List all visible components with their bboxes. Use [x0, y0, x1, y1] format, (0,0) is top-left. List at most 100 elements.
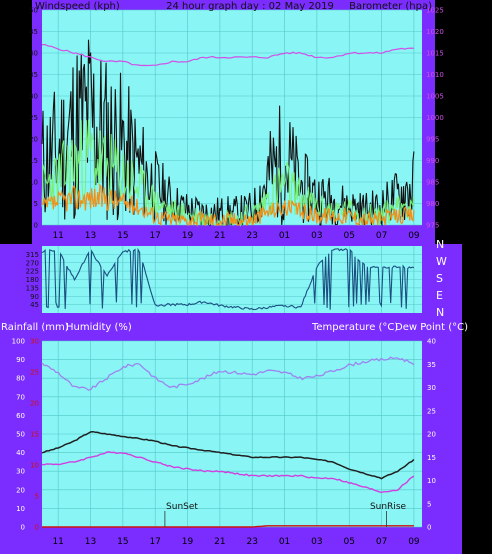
rain-y-tick: 20 [30, 400, 39, 408]
x-tick-label: 23 [246, 231, 257, 241]
rain-y-tick: 30 [30, 338, 39, 346]
pressure-y-tick: 975 [426, 222, 439, 230]
x-tick-label: 13 [85, 537, 96, 547]
x-tick-label: 03 [311, 537, 322, 547]
humidity-y-tick: 100 [12, 338, 25, 346]
pressure-y-tick: 1025 [426, 7, 444, 15]
compass-e: E [436, 289, 443, 302]
humidity-y-tick: 60 [16, 412, 25, 420]
wind-y-tick: 30 [29, 93, 38, 101]
wind-y-tick: 20 [29, 136, 38, 144]
temp-y-tick: 5 [427, 500, 431, 508]
sunset-label: SunSet [166, 502, 198, 512]
x-tick-label: 05 [344, 537, 355, 547]
humidity-y-tick: 90 [16, 356, 25, 364]
graph-title: 24 hour graph day : 02 May 2019 [166, 1, 334, 12]
pressure-y-tick: 1010 [426, 71, 444, 79]
compass-n-top: N [436, 238, 444, 251]
x-tick-label: 19 [182, 537, 194, 547]
humidity-y-tick: 50 [16, 431, 25, 439]
x-tick-label: 17 [149, 231, 160, 241]
wind-y-tick: 25 [29, 114, 38, 122]
pressure-y-tick: 985 [426, 179, 439, 187]
direction-y-tick: 90 [30, 293, 39, 301]
wind-y-tick: 50 [29, 7, 38, 15]
x-tick-label: 15 [117, 537, 128, 547]
x-tick-label: 11 [52, 537, 63, 547]
barometer-axis-title: Barometer (hpa) [349, 1, 432, 12]
windspeed-axis-title: Windspeed (kph) [35, 1, 120, 12]
x-tick-label: 17 [149, 537, 160, 547]
rainfall-axis-title: Rainfall (mm) [1, 322, 69, 333]
humidity-y-tick: 80 [16, 375, 25, 383]
humidity-y-tick: 10 [16, 505, 25, 513]
direction-y-tick: 45 [30, 301, 39, 309]
direction-y-tick: 315 [26, 251, 39, 259]
wind-y-tick: 0 [34, 222, 38, 230]
x-tick-label: 15 [117, 231, 128, 241]
wind-y-tick: 35 [29, 71, 38, 79]
x-tick-label: 09 [408, 231, 420, 241]
x-tick-label: 01 [279, 537, 290, 547]
dewpoint-axis-title: Dew Point (°C) [395, 322, 468, 333]
direction-y-tick: 270 [26, 259, 39, 267]
wind-direction-line [41, 247, 415, 311]
temp-y-tick: 40 [427, 338, 436, 346]
rain-y-tick: 15 [30, 431, 39, 439]
temp-y-tick: 35 [427, 361, 436, 369]
wind-y-tick: 5 [34, 200, 38, 208]
pressure-y-tick: 990 [426, 157, 439, 165]
compass-w: W [436, 255, 447, 268]
direction-y-tick: 225 [26, 268, 39, 276]
pressure-y-tick: 980 [426, 200, 439, 208]
temp-y-tick: 20 [427, 431, 436, 439]
wind-y-tick: 10 [29, 179, 38, 187]
direction-y-tick: 135 [26, 284, 39, 292]
wind-low-line [41, 183, 415, 228]
rain-y-tick: 0 [35, 524, 39, 532]
rain-y-tick: 10 [30, 462, 39, 470]
humidity-y-tick: 40 [16, 449, 25, 457]
x-tick-label: 01 [279, 231, 290, 241]
direction-y-tick: 180 [26, 276, 39, 284]
x-tick-label: 21 [214, 231, 225, 241]
temperature-line [41, 430, 415, 480]
humidity-y-tick: 20 [16, 486, 25, 494]
tick-labels: 1111131315151717191921212323010103030505… [12, 7, 444, 548]
pressure-y-tick: 995 [426, 136, 439, 144]
wind-average-line [41, 119, 415, 227]
compass-s: S [436, 272, 443, 285]
chart-marks [41, 39, 415, 528]
humidity-y-tick: 0 [21, 524, 25, 532]
pressure-line [42, 44, 414, 67]
pressure-y-tick: 1005 [426, 93, 444, 101]
wind-y-tick: 40 [29, 50, 38, 58]
compass-n-bottom: N [436, 306, 444, 319]
x-tick-label: 09 [408, 537, 420, 547]
humidity-y-tick: 30 [16, 468, 25, 476]
x-tick-label: 13 [85, 231, 96, 241]
x-tick-label: 07 [376, 231, 387, 241]
sunrise-label: SunRise [370, 502, 407, 512]
pressure-y-tick: 1000 [426, 114, 444, 122]
x-tick-label: 19 [182, 231, 194, 241]
rainfall-line [42, 525, 414, 528]
humidity-line [41, 356, 415, 391]
pressure-y-tick: 1015 [426, 50, 444, 58]
temp-y-tick: 15 [427, 454, 436, 462]
temp-y-tick: 0 [427, 524, 431, 532]
temp-y-tick: 25 [427, 407, 436, 415]
humidity-y-tick: 70 [16, 393, 25, 401]
temperature-axis-title: Temperature (°C) [311, 322, 398, 333]
x-tick-label: 05 [344, 231, 355, 241]
rain-y-tick: 25 [30, 369, 39, 377]
temp-y-tick: 10 [427, 477, 436, 485]
x-tick-label: 23 [246, 537, 257, 547]
x-tick-label: 07 [376, 537, 387, 547]
wind-y-tick: 45 [29, 28, 38, 36]
humidity-axis-title: Humidity (%) [66, 322, 132, 333]
x-tick-label: 11 [52, 231, 63, 241]
temp-y-tick: 30 [427, 384, 436, 392]
x-tick-label: 21 [214, 537, 225, 547]
